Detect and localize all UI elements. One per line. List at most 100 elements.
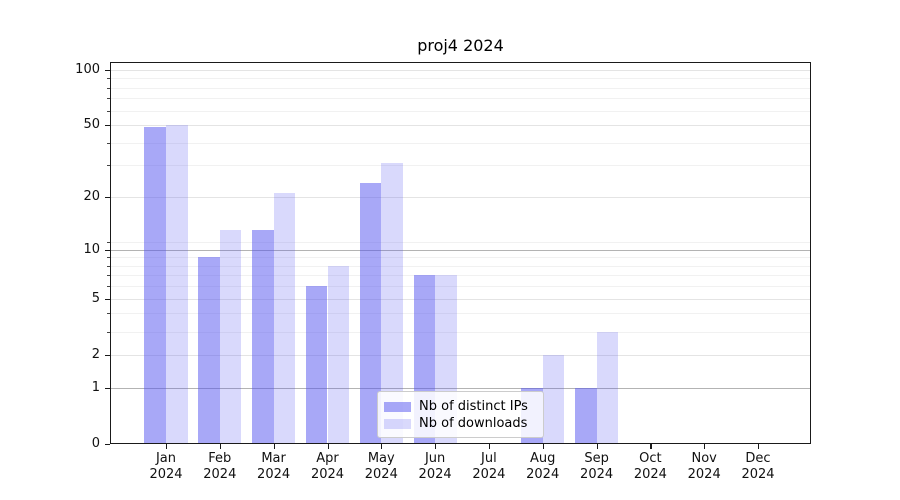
y-minor-tick-mark xyxy=(107,286,110,288)
legend-swatch-distinct-ips xyxy=(384,401,411,412)
x-tick-mark xyxy=(650,444,652,449)
gridline-minor xyxy=(111,142,810,144)
bar-downloads-apr xyxy=(327,265,350,444)
x-tick-mark xyxy=(327,444,329,449)
y-minor-tick-mark xyxy=(107,331,110,333)
gridline-major xyxy=(111,69,810,71)
y-minor-tick-mark xyxy=(107,313,110,315)
x-tick-label-line: May xyxy=(367,451,395,466)
x-tick-label-line: 2024 xyxy=(418,467,452,482)
x-tick-label-line: 2024 xyxy=(310,467,345,482)
x-tick-label-may: May 2024 xyxy=(351,451,411,483)
y-tick-mark xyxy=(105,197,110,199)
chart-title: proj4 2024 xyxy=(417,36,504,55)
legend-swatch-downloads xyxy=(384,418,411,429)
x-tick-label-nov: Nov 2024 xyxy=(674,451,734,483)
gridline-minor xyxy=(111,257,810,259)
x-tick-label-line: 2024 xyxy=(633,467,667,482)
bar-distinct-ips-apr xyxy=(305,286,328,444)
x-tick-label-line: 2024 xyxy=(149,467,183,482)
x-tick-label-line: 2024 xyxy=(472,467,506,482)
x-tick-mark xyxy=(596,444,598,449)
y-tick-mark xyxy=(105,354,110,357)
legend-label-distinct-ips: Nb of distinct IPs xyxy=(419,399,528,414)
bar-distinct-ips-feb xyxy=(198,257,220,444)
x-tick-label-line: Nov xyxy=(691,451,717,466)
x-tick-label-line: 2024 xyxy=(580,467,614,482)
y-minor-tick-mark xyxy=(107,87,110,89)
y-minor-tick-mark xyxy=(107,110,110,112)
x-tick-label-jan: Jan 2024 xyxy=(136,451,196,483)
gridline-major xyxy=(111,125,810,126)
x-tick-label-line: 2024 xyxy=(257,467,291,482)
y-minor-tick-mark xyxy=(107,257,110,259)
x-tick-mark xyxy=(704,444,706,449)
x-tick-label-line: Apr xyxy=(316,451,339,466)
bar-downloads-feb xyxy=(219,229,242,444)
x-tick-mark xyxy=(219,444,221,449)
x-tick-label-line: Sep xyxy=(584,451,609,466)
x-tick-label-jun: Jun 2024 xyxy=(405,451,465,483)
bar-distinct-ips-sep xyxy=(575,387,597,444)
x-tick-mark xyxy=(542,444,544,449)
gridline-minor xyxy=(111,78,810,80)
x-tick-label-line: Oct xyxy=(639,451,662,466)
x-tick-mark xyxy=(166,444,168,449)
y-tick-label: 1 xyxy=(91,379,100,395)
y-tick-mark xyxy=(105,444,110,446)
x-tick-mark xyxy=(758,444,760,449)
gridline-minor xyxy=(111,275,810,277)
x-tick-label-line: 2024 xyxy=(526,467,560,482)
y-minor-tick-mark xyxy=(107,275,110,277)
x-tick-label-mar: Mar 2024 xyxy=(244,451,304,483)
gridline-minor xyxy=(111,98,810,100)
bar-downloads-may xyxy=(381,162,403,444)
x-tick-label-line: 2024 xyxy=(741,467,775,482)
gridline-minor xyxy=(111,110,810,112)
bar-distinct-ips-may xyxy=(359,182,382,444)
legend-row-downloads: Nb of downloads xyxy=(384,415,535,432)
x-tick-label-line: 2024 xyxy=(364,467,398,482)
legend-label-downloads: Nb of downloads xyxy=(419,416,528,431)
x-tick-label-line: Aug xyxy=(529,451,556,466)
x-tick-label-line: Dec xyxy=(745,451,771,466)
y-tick-mark xyxy=(105,249,110,251)
bar-downloads-jan xyxy=(166,125,188,444)
gridline-minor xyxy=(111,313,810,315)
y-tick-label: 0 xyxy=(91,436,100,451)
y-minor-tick-mark xyxy=(107,265,110,267)
y-minor-tick-mark xyxy=(107,165,110,167)
bar-downloads-sep xyxy=(596,331,619,444)
y-tick-mark xyxy=(105,125,110,127)
bar-distinct-ips-mar xyxy=(252,229,274,444)
y-minor-tick-mark xyxy=(107,78,110,80)
gridline-minor xyxy=(111,265,810,267)
legend-row-distinct-ips: Nb of distinct IPs xyxy=(384,398,535,415)
gridline-minor xyxy=(111,87,810,89)
y-tick-label: 100 xyxy=(75,61,100,77)
x-tick-label-sep: Sep 2024 xyxy=(567,451,627,483)
gridline-major-emphasis xyxy=(111,249,810,251)
y-minor-tick-mark xyxy=(107,98,110,100)
x-tick-mark xyxy=(488,444,491,449)
x-tick-label-line: Feb xyxy=(208,451,232,466)
gridline-major-emphasis xyxy=(111,387,810,389)
x-tick-label-line: Jun xyxy=(424,451,446,466)
x-tick-label-line: 2024 xyxy=(687,467,721,482)
y-tick-label: 2 xyxy=(91,346,100,362)
x-tick-label-feb: Feb 2024 xyxy=(190,451,250,483)
y-minor-tick-mark xyxy=(107,142,110,144)
x-tick-label-line: 2024 xyxy=(203,467,237,482)
x-tick-mark xyxy=(381,444,383,449)
x-tick-label-jul: Jul 2024 xyxy=(459,451,519,483)
gridline-major xyxy=(111,298,810,300)
y-tick-mark xyxy=(105,298,110,300)
legend: Nb of distinct IPs Nb of downloads xyxy=(377,391,544,438)
x-tick-label-line: Mar xyxy=(261,451,286,466)
x-tick-label-oct: Oct 2024 xyxy=(620,451,680,483)
gridline-major xyxy=(111,197,810,198)
bar-downloads-aug xyxy=(542,354,565,444)
bar-distinct-ips-jan xyxy=(144,126,166,444)
y-tick-label: 20 xyxy=(83,189,100,204)
